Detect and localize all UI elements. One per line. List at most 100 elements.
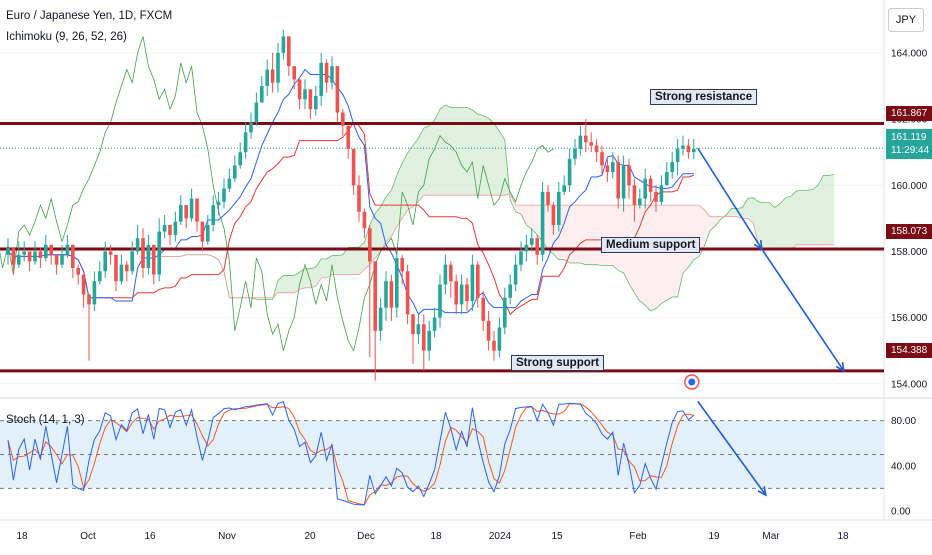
candle-body	[432, 317, 437, 331]
candle-body	[378, 307, 383, 331]
ichimoku-cloud-segment	[283, 275, 289, 293]
candle-body	[281, 36, 286, 53]
candle-body	[44, 244, 48, 259]
candle-body	[206, 224, 210, 242]
candle-body	[33, 251, 37, 262]
time-axis-tick-label: 2024	[489, 531, 512, 542]
candle-body	[114, 254, 118, 282]
ichimoku-cloud-segment	[278, 275, 284, 293]
candle-body	[357, 185, 361, 212]
ichimoku-cloud-segment	[353, 247, 359, 275]
candle-body	[195, 198, 199, 222]
candle-body	[92, 281, 97, 305]
ichimoku-cloud-segment	[450, 107, 457, 196]
ichimoku-cloud-segment	[521, 205, 527, 225]
ichimoku-cloud-segment	[585, 205, 592, 265]
candle-body	[314, 95, 318, 110]
candle-body	[476, 264, 480, 298]
ichimoku-cloud-segment	[413, 138, 419, 207]
candle-body	[184, 205, 188, 219]
ichimoku-cloud-segment	[774, 203, 781, 250]
time-axis-tick-label: 18	[430, 531, 442, 542]
ichimoku-cloud-segment	[391, 175, 397, 237]
stoch-projection-arrow-head	[757, 486, 767, 497]
candle-body	[486, 320, 491, 341]
candle-body	[17, 254, 21, 265]
candle-body	[443, 264, 448, 285]
ichimoku-cloud-segment	[261, 297, 268, 300]
candle-body	[162, 224, 167, 232]
time-axis-tick-label: Oct	[80, 531, 96, 542]
ichimoku-cloud-segment	[467, 107, 473, 196]
ichimoku-cloud-segment	[607, 205, 613, 266]
candle-body	[557, 191, 561, 225]
stoch-axis-tick-label: 0.00	[891, 506, 911, 517]
candle-body	[243, 132, 248, 153]
time-axis-tick-label: 18	[837, 531, 849, 542]
candle-body	[616, 162, 620, 199]
ichimoku-cloud-segment	[731, 208, 737, 217]
candle-body	[11, 248, 16, 265]
ichimoku-cloud-segment	[580, 205, 586, 265]
price-axis-tick-label: 164.000	[891, 48, 928, 59]
ichimoku-cloud-segment	[656, 205, 662, 309]
candle-body	[492, 340, 496, 351]
strong-support-label: Strong support	[511, 355, 605, 371]
ichimoku-cloud-segment	[780, 197, 786, 250]
projection-arrow-to-medium-support-head	[753, 239, 763, 251]
candle-body	[168, 224, 172, 235]
candle-body	[146, 244, 151, 268]
time-axis-tick-label: Nov	[218, 531, 236, 542]
candle-body	[71, 244, 75, 268]
ichimoku-cloud-segment	[305, 268, 311, 288]
projection-arrow-to-strong-support	[761, 248, 845, 372]
ichimoku-cloud-segment	[742, 198, 748, 219]
ichimoku-cloud-segment	[661, 205, 667, 304]
ichimoku-cloud-segment	[386, 190, 392, 242]
ichimoku-cloud-segment	[321, 258, 327, 278]
ichimoku-cloud-segment	[807, 189, 813, 245]
candle-body	[189, 198, 194, 219]
candle-body	[675, 148, 680, 163]
candle-body	[605, 165, 610, 173]
ichimoku-cloud-segment	[499, 131, 505, 196]
candle-body	[54, 254, 59, 265]
candle-body	[238, 152, 242, 166]
ichimoku-cloud-segment	[402, 153, 408, 219]
currency-selector[interactable]: JPY	[888, 8, 924, 32]
time-axis-tick-label: Mar	[762, 531, 780, 542]
current-price-tag: 161.119 11:29:44	[886, 129, 932, 159]
ichimoku-cloud-segment	[710, 216, 716, 231]
ichimoku-cloud-segment	[434, 109, 440, 196]
candle-body	[179, 205, 183, 222]
ichimoku-cloud-segment	[445, 105, 451, 196]
ichimoku-cloud-segment	[596, 205, 602, 266]
candle-body	[60, 254, 64, 265]
ichimoku-cloud-segment	[326, 255, 332, 278]
chikou-span-line	[0, 36, 554, 352]
candle-body	[589, 142, 593, 146]
stoch-k-line	[7, 401, 695, 506]
stoch-axis-tick-label: 40.00	[891, 461, 916, 472]
stoch-legend: Stoch (14, 1, 3)	[6, 414, 85, 426]
candle-body	[27, 251, 32, 262]
candle-body	[670, 162, 674, 173]
ichimoku-cloud-segment	[440, 105, 446, 196]
candle-body	[465, 284, 469, 302]
ichimoku-cloud-segment	[488, 118, 494, 196]
ichimoku-cloud-segment	[337, 254, 343, 275]
candle-body	[422, 324, 426, 351]
candle-body	[562, 185, 566, 192]
ichimoku-cloud-segment	[407, 145, 413, 211]
candle-body	[497, 327, 502, 351]
ichimoku-cloud-segment	[267, 297, 273, 300]
candle-body	[546, 191, 550, 206]
candle-body	[681, 145, 685, 149]
ichimoku-cloud-segment	[256, 297, 262, 300]
ichimoku-cloud-segment	[796, 190, 802, 245]
ichimoku-cloud-segment	[753, 197, 759, 245]
senkou-span-a-line	[148, 104, 835, 312]
stoch-axis-tick-label: 80.00	[891, 416, 916, 427]
